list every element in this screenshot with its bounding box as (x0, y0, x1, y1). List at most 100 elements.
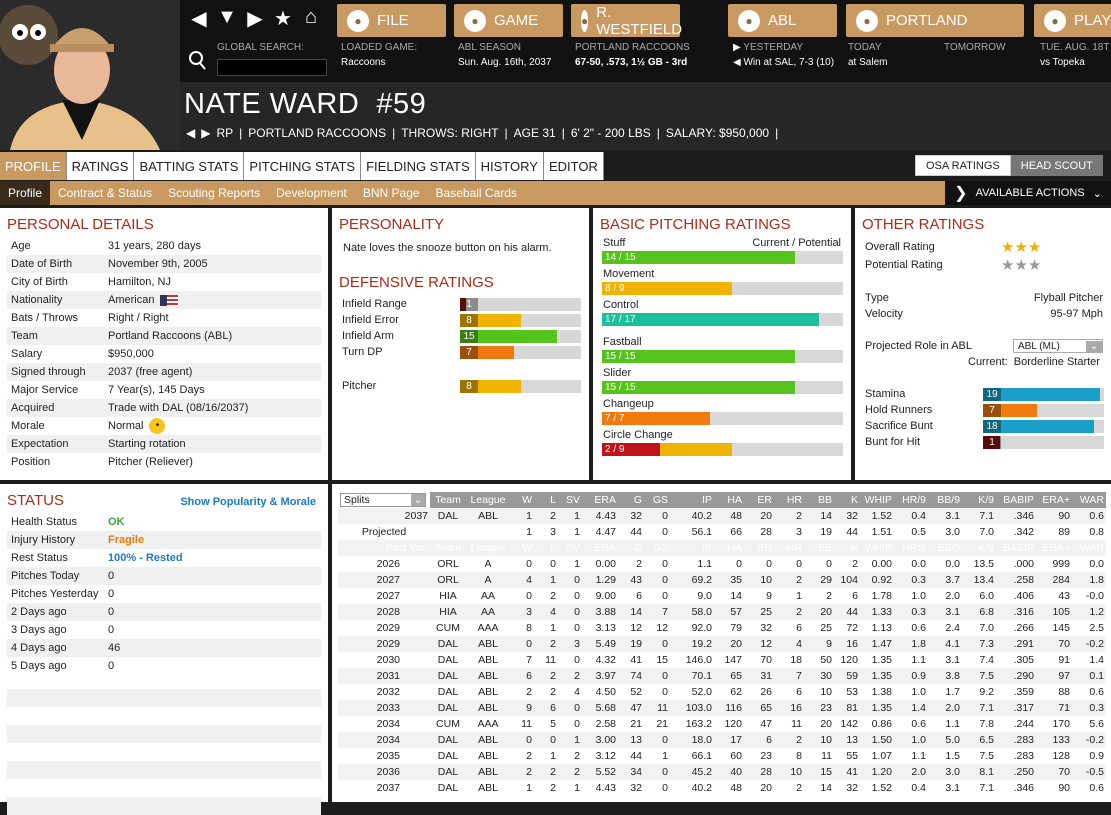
dropdown-icon[interactable]: ▼ (217, 6, 237, 28)
detail-label: Expectation (11, 438, 69, 450)
menu-file-button[interactable]: ● FILE (337, 4, 446, 37)
stats-cell: .283 (1013, 750, 1034, 762)
yesterday-result[interactable]: Win at SAL, 7-3 (10) (743, 57, 835, 68)
tab-osa-ratings[interactable]: OSA RATINGS (915, 155, 1011, 176)
column-header[interactable]: SV (558, 492, 582, 508)
tab-head-scout[interactable]: HEAD SCOUT (1010, 155, 1103, 176)
today-game[interactable]: at Salem (848, 57, 888, 68)
prev-player-icon[interactable]: ◀ (186, 126, 196, 140)
subtab-scouting-reports[interactable]: Scouting Reports (168, 186, 261, 200)
player-team[interactable]: PORTLAND RACCOONS (248, 126, 387, 140)
star-icon[interactable]: ★ (274, 8, 292, 30)
stats-cell: 1.4 (1089, 654, 1104, 666)
global-search-input[interactable] (217, 59, 327, 76)
column-header[interactable]: BB (804, 540, 834, 556)
column-header[interactable]: W (510, 540, 534, 556)
column-header[interactable]: HA (714, 540, 744, 556)
player-age: AGE 31 (513, 126, 556, 140)
column-header[interactable]: ERA (582, 540, 618, 556)
actions-label: AVAILABLE ACTIONS (975, 187, 1085, 199)
role-select[interactable]: ABL (ML) ⌄ (1013, 339, 1103, 353)
stats-cell: 284 (1036, 572, 1072, 588)
play-arrow-icon[interactable]: ▶ (733, 42, 744, 53)
subtab-contract-status[interactable]: Contract & Status (58, 186, 153, 200)
column-header[interactable]: HR/9 (894, 540, 928, 556)
column-header[interactable]: BB/9 (928, 492, 962, 508)
search-icon[interactable] (188, 50, 208, 72)
tab-fielding-stats[interactable]: FIELDING STATS (361, 152, 476, 180)
tab-ratings[interactable]: RATINGS (66, 152, 135, 180)
column-header[interactable]: IP (670, 492, 714, 508)
column-header[interactable]: ER (744, 540, 774, 556)
forward-icon[interactable]: ▶ (247, 8, 263, 30)
available-actions-button[interactable]: ❯ AVAILABLE ACTIONS ⌄ (945, 181, 1111, 205)
tab-profile[interactable]: PROFILE (0, 152, 67, 180)
column-header[interactable]: K (834, 540, 860, 556)
column-header[interactable]: HR/9 (894, 492, 928, 508)
column-header[interactable]: K/9 (962, 540, 996, 556)
detail-value[interactable]: Trade with DAL (08/16/2037) (108, 402, 249, 414)
detail-value[interactable]: Portland Raccoons (ABL) (108, 330, 233, 342)
column-header[interactable]: WAR (1072, 540, 1106, 556)
column-header[interactable]: BB/9 (928, 540, 962, 556)
tab-pitching-stats[interactable]: PITCHING STATS (244, 152, 362, 180)
stats-cell: 32 (618, 508, 644, 524)
column-header[interactable]: ER (744, 492, 774, 508)
column-header[interactable]: League (466, 540, 510, 556)
splits-select[interactable]: Splits ⌄ (340, 493, 426, 507)
column-header[interactable]: BB (804, 492, 834, 508)
rating-row: Infield Arm 15 (342, 328, 589, 344)
column-header[interactable]: WHIP (860, 540, 894, 556)
detail-value[interactable]: American (108, 294, 155, 306)
column-header[interactable]: K (834, 492, 860, 508)
home-icon[interactable]: ⌂ (304, 6, 318, 28)
stats-cell: 2 (574, 750, 580, 762)
subtab-profile[interactable]: Profile (0, 181, 51, 205)
column-header[interactable]: WAR (1072, 492, 1106, 508)
column-header[interactable]: League (466, 492, 510, 508)
next-game[interactable]: vs Topeka (1040, 57, 1085, 68)
stats-cell: 128 (1052, 750, 1070, 762)
column-header[interactable]: Team (430, 492, 466, 508)
tab-editor[interactable]: EDITOR (543, 152, 604, 180)
column-header[interactable]: IP (670, 540, 714, 556)
column-header[interactable]: G (618, 492, 644, 508)
show-popularity-link[interactable]: Show Popularity & Morale (180, 496, 316, 508)
tab-batting-stats[interactable]: BATTING STATS (134, 152, 245, 180)
column-header[interactable]: K/9 (962, 492, 996, 508)
menu-play-button[interactable]: ● PLAY (1034, 4, 1111, 37)
column-header[interactable]: ERA (582, 492, 618, 508)
next-player-icon[interactable]: ▶ (201, 126, 211, 140)
subtab-development[interactable]: Development (276, 186, 347, 200)
column-header[interactable]: SV (558, 540, 582, 556)
column-header[interactable]: GS (644, 492, 670, 508)
column-header[interactable]: L (534, 540, 558, 556)
back-icon[interactable]: ◀ (191, 8, 207, 30)
column-header[interactable]: GS (644, 540, 670, 556)
column-header[interactable]: Team (430, 540, 466, 556)
detail-value: Hamilton, NJ (108, 276, 171, 288)
column-header[interactable]: HR (774, 540, 804, 556)
column-header[interactable]: BABIP (996, 540, 1036, 556)
subtab-baseball-cards[interactable]: Baseball Cards (435, 186, 517, 200)
menu-portland-button[interactable]: ● PORTLAND (846, 4, 1024, 37)
subtab-bnn-page[interactable]: BNN Page (362, 186, 420, 200)
column-header[interactable]: L (534, 492, 558, 508)
column-header[interactable]: ERA+ (1036, 540, 1072, 556)
column-header[interactable]: HR (774, 492, 804, 508)
stats-row: 2037 DAL ABL 1 2 1 4.43 32 0 40.2 48 20 2 14 32 1.52 0.4… (338, 780, 1106, 796)
column-header[interactable]: W (510, 492, 534, 508)
column-header[interactable]: HA (714, 492, 744, 508)
back-arrow-icon[interactable]: ◀ (733, 57, 744, 68)
menu-r-westfield-button[interactable]: ● R. WESTFIELD (571, 4, 682, 38)
column-header[interactable]: ERA+ (1036, 492, 1072, 508)
stats-cell: .000 (1013, 558, 1034, 570)
column-header[interactable]: WHIP (860, 492, 894, 508)
column-header[interactable]: G (618, 540, 644, 556)
rating-bar: 8 (460, 379, 581, 393)
tab-history[interactable]: HISTORY (475, 152, 544, 180)
column-header[interactable]: BABIP (996, 492, 1036, 508)
menu-game-button[interactable]: ● GAME (454, 4, 563, 37)
menu-abl-button[interactable]: ● ABL (728, 4, 837, 37)
stats-cell: 0.9 (1089, 750, 1104, 762)
